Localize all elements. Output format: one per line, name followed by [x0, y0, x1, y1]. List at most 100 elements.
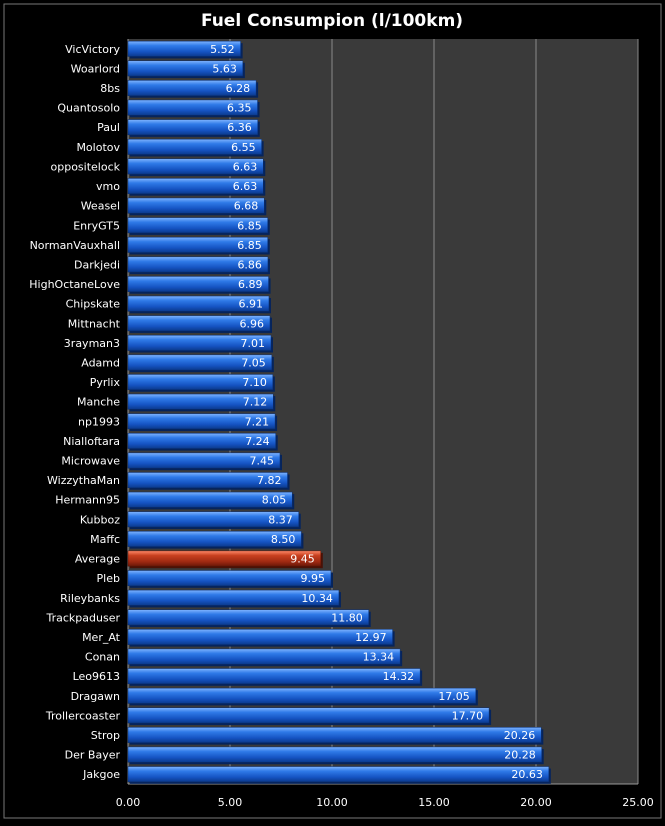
category-label: np1993	[78, 415, 120, 428]
bar-value-label: 8.37	[268, 513, 293, 526]
bar	[127, 138, 262, 155]
bar-value-label: 9.45	[290, 553, 315, 566]
category-label: Adamd	[81, 356, 120, 369]
bar	[127, 60, 244, 77]
bar-value-label: 13.34	[363, 651, 395, 664]
bar-value-label: 7.10	[242, 376, 267, 389]
bar	[127, 158, 264, 175]
bar	[127, 374, 274, 390]
category-label: Mer_At	[82, 631, 121, 644]
bar-value-label: 7.21	[245, 415, 270, 428]
category-label: NormanVauxhall	[30, 239, 120, 252]
bar-value-label: 8.05	[262, 494, 287, 507]
category-label: oppositelock	[51, 160, 121, 173]
chart-frame	[3, 3, 662, 819]
bar-average	[127, 550, 322, 567]
bar-value-label: 12.97	[355, 631, 387, 644]
bar-value-label: 6.68	[234, 200, 259, 213]
bar	[127, 570, 332, 587]
bar-value-label: 6.96	[239, 317, 264, 330]
bar-value-label: 7.24	[245, 435, 270, 448]
plot-area: 0.00 5.00 10.00 15.00 20.00 25.00 VicVictory 5.…	[29, 39, 654, 809]
bar-value-label: 8.50	[271, 533, 296, 546]
category-label: Weasel	[81, 200, 120, 213]
category-label: Pleb	[97, 572, 120, 585]
bar-value-label: 6.63	[233, 180, 258, 193]
bar	[127, 217, 268, 234]
bar	[127, 452, 281, 469]
bar	[127, 334, 272, 351]
bar	[127, 707, 490, 724]
bar	[127, 99, 258, 116]
category-label: Leo9613	[73, 670, 120, 683]
category-label: Der Bayer	[65, 749, 121, 762]
category-label: Trollercoaster	[45, 709, 121, 722]
x-tick-label: 5.00	[218, 796, 243, 809]
category-label: Molotov	[76, 141, 120, 154]
category-label: 8bs	[100, 82, 120, 95]
category-label: EnryGT5	[73, 219, 120, 232]
category-label: Maffc	[90, 533, 120, 546]
bar-value-label: 6.35	[227, 102, 252, 115]
bar-value-label: 6.91	[238, 298, 263, 311]
bar-value-label: 7.05	[241, 356, 266, 369]
category-label: Microwave	[61, 455, 120, 468]
category-label: Jakgoe	[82, 768, 120, 781]
bar-value-label: 7.01	[241, 337, 266, 350]
bar	[127, 236, 268, 253]
bar-value-label: 7.12	[243, 396, 268, 409]
bar-value-label: 17.70	[452, 709, 484, 722]
category-label: Rileybanks	[60, 592, 120, 605]
category-label: Mittnacht	[68, 317, 121, 330]
category-label: Woarlord	[71, 62, 120, 75]
bar	[127, 276, 269, 292]
bar	[127, 197, 265, 214]
bar	[127, 393, 274, 410]
bar	[127, 80, 257, 96]
bar-value-label: 14.32	[383, 670, 415, 683]
bar-value-label: 6.85	[237, 239, 262, 252]
bar-value-label: 20.63	[511, 768, 543, 781]
bar-value-label: 11.80	[331, 611, 363, 624]
bar	[127, 629, 393, 645]
bar-value-label: 20.26	[504, 729, 536, 742]
bar	[127, 531, 302, 547]
bar	[127, 511, 299, 528]
category-label: Darkjedi	[74, 258, 120, 271]
category-label: Quantosolo	[57, 102, 120, 115]
category-label: HighOctaneLove	[29, 278, 120, 291]
bar-value-label: 20.28	[504, 749, 536, 762]
category-label: Manche	[77, 396, 120, 409]
x-tick-label: 25.00	[622, 796, 654, 809]
bar	[127, 727, 542, 743]
bar	[127, 766, 550, 783]
category-label: WizzythaMan	[47, 474, 120, 487]
bar-value-label: 6.28	[226, 82, 251, 95]
bar	[127, 178, 264, 194]
bar	[127, 609, 369, 626]
bar	[127, 40, 241, 57]
bar-value-label: 9.95	[300, 572, 325, 585]
bar	[127, 295, 270, 312]
bar	[127, 354, 273, 371]
category-label: Chipskate	[66, 298, 121, 311]
bar-value-label: 6.55	[231, 141, 256, 154]
bar-value-label: 6.63	[233, 160, 258, 173]
x-tick-label: 20.00	[520, 796, 552, 809]
bar	[127, 256, 269, 273]
bar	[127, 668, 421, 685]
category-label: Dragawn	[71, 690, 120, 703]
chart-title: Fuel Consumpion (l/100km)	[201, 11, 463, 31]
x-tick-label: 10.00	[316, 796, 348, 809]
category-label: Nialloftara	[63, 435, 120, 448]
category-label: vmo	[96, 180, 120, 193]
bar-value-label: 10.34	[301, 592, 333, 605]
category-label: Strop	[91, 729, 120, 742]
bar-value-label: 7.45	[249, 455, 274, 468]
bar-value-label: 6.86	[237, 258, 262, 271]
bar	[127, 589, 340, 606]
category-label: Average	[75, 553, 120, 566]
bar-value-label: 6.85	[237, 219, 262, 232]
